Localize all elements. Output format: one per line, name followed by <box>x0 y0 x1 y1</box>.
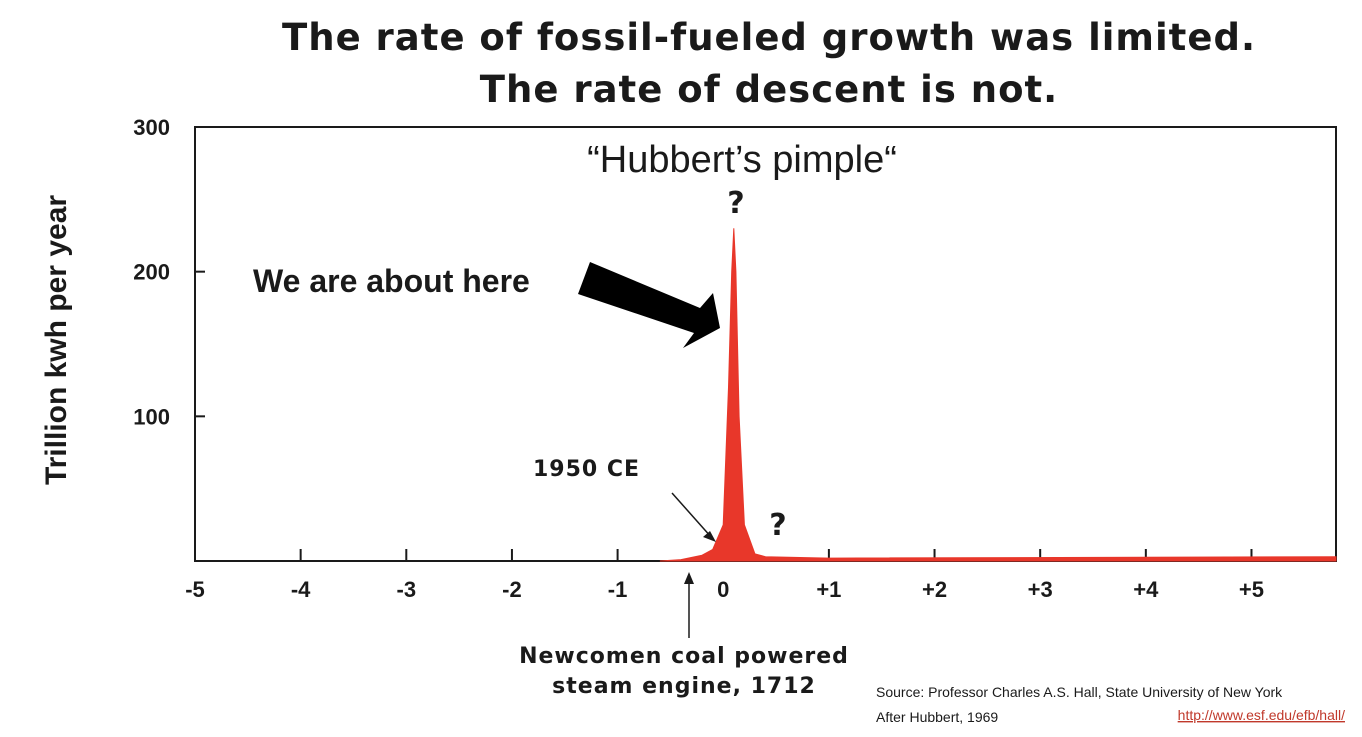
x-tick-label: +4 <box>1133 577 1159 602</box>
x-tick-label: 0 <box>717 577 729 602</box>
x-tick-label: +5 <box>1239 577 1264 602</box>
source-line2: After Hubbert, 1969 <box>876 709 998 725</box>
headline-line-2: The rate of descent is not. <box>479 68 1059 111</box>
x-tick-label: -3 <box>397 577 417 602</box>
x-tick-label: -1 <box>608 577 628 602</box>
peak-question-mark: ? <box>727 186 744 221</box>
y-tick-label: 100 <box>133 404 170 429</box>
x-tick-label: -2 <box>502 577 522 602</box>
source-line1: Source: Professor Charles A.S. Hall, Sta… <box>876 684 1283 700</box>
y-tick-label: 300 <box>133 115 170 140</box>
ce-1950-pointer <box>671 492 713 539</box>
plot-frame <box>194 126 1337 562</box>
source-url-link[interactable]: http://www.esf.edu/efb/hall/ <box>1178 707 1345 723</box>
x-tick-label: +3 <box>1028 577 1053 602</box>
y-axis-label: Trillion kwh per year <box>40 195 73 485</box>
x-tick-label: +2 <box>922 577 947 602</box>
newcomen-label-line2: steam engine, 1712 <box>552 674 816 699</box>
tail-question-mark: ? <box>769 508 786 543</box>
newcomen-arrowhead <box>684 572 694 584</box>
x-tick-label: +1 <box>816 577 841 602</box>
ce-1950-label: 1950 CE <box>533 457 640 482</box>
x-tick-label: -4 <box>291 577 311 602</box>
series-area <box>659 228 1337 562</box>
inner-title: “Hubbert’s pimple“ <box>587 139 897 181</box>
we-are-here-label: We are about here <box>253 263 530 299</box>
newcomen-label-line1: Newcomen coal powered <box>519 644 849 669</box>
big-arrow <box>578 262 720 348</box>
headline-line-1: The rate of fossil-fueled growth was lim… <box>281 16 1256 59</box>
x-tick-label: -5 <box>185 577 205 602</box>
ce-1950-arrowhead <box>703 531 716 542</box>
y-tick-label: 200 <box>133 260 170 285</box>
